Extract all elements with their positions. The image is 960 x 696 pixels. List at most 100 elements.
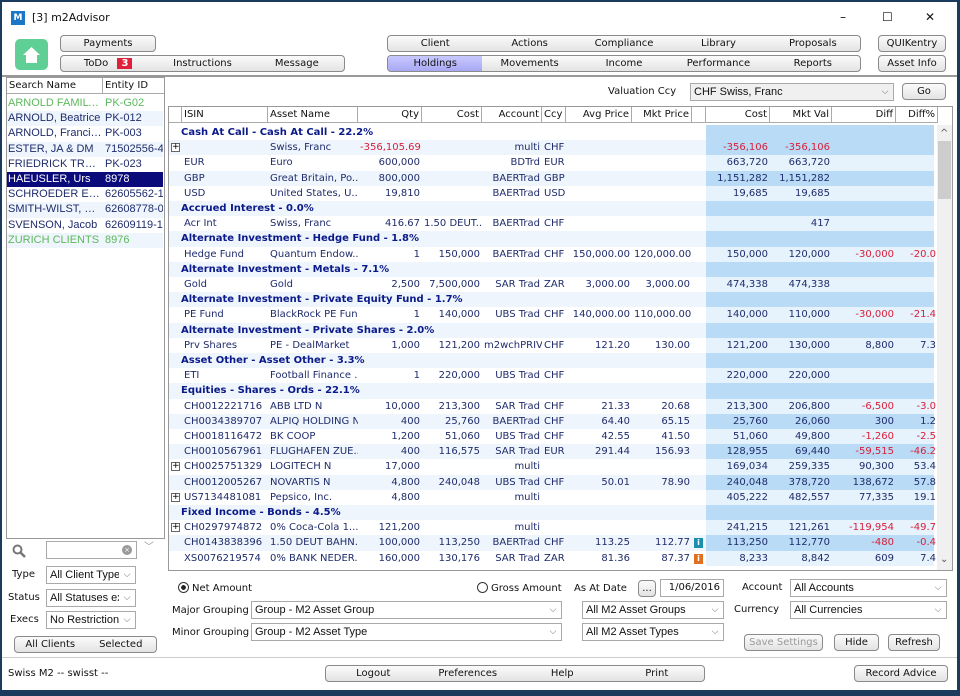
client-row[interactable]: ZURICH CLIENTS 8976 bbox=[7, 232, 163, 248]
asset-groups-select[interactable]: All M2 Asset Groups ⌵ bbox=[582, 601, 724, 619]
table-row[interactable]: Gold Gold 2,500 7,500,000 SAR Trad ZAR 3,000.0… bbox=[169, 277, 934, 293]
account-select[interactable]: All Accounts ⌵ bbox=[790, 579, 947, 597]
tab-client[interactable]: Client bbox=[420, 38, 450, 49]
col-avg-price[interactable]: Avg Price bbox=[566, 107, 632, 123]
col-mkt-price[interactable]: Mkt Price bbox=[632, 107, 692, 123]
all-clients-button[interactable]: All Clients bbox=[25, 639, 76, 650]
group-row[interactable]: Equities - Shares - Ords - 22.1% bbox=[169, 383, 934, 399]
tab-compliance[interactable]: Compliance bbox=[594, 38, 654, 49]
col-search-name[interactable]: Search Name bbox=[7, 78, 103, 94]
logout-button[interactable]: Logout bbox=[356, 668, 391, 679]
table-row[interactable]: + CH0025751329 LOGITECH N 17,000 multi 169,03… bbox=[169, 459, 936, 475]
status-select[interactable]: All Statuses exc⌵ bbox=[46, 589, 136, 607]
col-diff-pct[interactable]: Diff% bbox=[896, 107, 938, 123]
group-row[interactable]: Fixed Income - Bonds - 4.5% bbox=[169, 505, 934, 521]
info-icon[interactable]: i bbox=[694, 538, 703, 549]
table-row[interactable]: CH0012005267 NOVARTIS N 4,800 240,048 UBS Tr… bbox=[169, 474, 936, 490]
group-row[interactable]: Asset Other - Asset Other - 3.3% bbox=[169, 353, 934, 369]
client-row[interactable]: HAEUSLER, Urs 8978 bbox=[7, 172, 163, 188]
search-dropdown-chevron-icon[interactable]: ﹀ bbox=[144, 542, 154, 553]
type-select[interactable]: All Client Types ⌵ bbox=[46, 566, 136, 584]
table-row[interactable]: CH0018116472 BK COOP 1,200 51,060 UBS Trad CH… bbox=[169, 429, 936, 445]
asset-types-select[interactable]: All M2 Asset Types ⌵ bbox=[582, 623, 724, 641]
table-row[interactable]: PE Fund BlackRock PE Fun... 1 140,000 UBS Tr… bbox=[169, 307, 936, 323]
col-ccy[interactable]: Ccy bbox=[542, 107, 566, 123]
preferences-button[interactable]: Preferences bbox=[438, 668, 498, 679]
instructions-tab[interactable]: Instructions bbox=[173, 58, 232, 69]
message-tab[interactable]: Message bbox=[274, 58, 319, 69]
print-button[interactable]: Print bbox=[645, 668, 669, 679]
expand-icon[interactable]: + bbox=[171, 522, 180, 533]
client-search-input[interactable] bbox=[46, 541, 137, 559]
scroll-down-icon[interactable]: ⌄ bbox=[940, 554, 949, 565]
table-row[interactable]: CH0034389707 ALPIQ HOLDING N 400 25,760 BAER… bbox=[169, 413, 936, 429]
maximize-button[interactable]: ☐ bbox=[882, 10, 893, 24]
payments-button[interactable]: Payments bbox=[60, 35, 156, 52]
table-row[interactable]: + Swiss, Franc -356,105.69 multi CHF -356,106… bbox=[169, 140, 934, 156]
refresh-button[interactable]: Refresh bbox=[888, 634, 940, 651]
tab-movements[interactable]: Movements bbox=[500, 58, 559, 69]
go-button[interactable]: Go bbox=[902, 83, 946, 100]
group-row[interactable]: Alternate Investment - Private Equity Fu… bbox=[169, 292, 934, 308]
table-row[interactable]: ETI Football Finance ... 1 220,000 UBS Trad C… bbox=[169, 368, 934, 384]
group-row[interactable]: Alternate Investment - Hedge Fund - 1.8% bbox=[169, 231, 934, 247]
as-at-date-input[interactable]: 1/06/2016 bbox=[660, 579, 724, 597]
table-row[interactable]: Prv Shares PE - DealMarket 1,000 121,200 m2w… bbox=[169, 337, 936, 353]
execs-select[interactable]: No Restriction ⌵ bbox=[46, 611, 136, 629]
table-row[interactable]: Hedge Fund Quantum Endow... 1 150,000 BAERTr… bbox=[169, 246, 936, 262]
currency-select[interactable]: All Currencies ⌵ bbox=[790, 601, 947, 619]
clear-icon[interactable]: × bbox=[122, 545, 132, 555]
group-row[interactable]: Alternate Investment - Private Shares - … bbox=[169, 322, 934, 338]
table-row[interactable]: + CH0297974872 0% Coca-Cola 1... 121,200 mul… bbox=[169, 520, 936, 536]
quikentry-button[interactable]: QUIKentry bbox=[878, 35, 946, 52]
asset-info-button[interactable]: Asset Info bbox=[878, 55, 946, 72]
table-row[interactable]: USD United States, U... 19,810 BAERTrad USD 1… bbox=[169, 185, 934, 201]
client-row[interactable]: SVENSON, Jacob 62609119-1 bbox=[7, 217, 163, 233]
gross-amount-radio[interactable]: Gross Amount bbox=[477, 582, 562, 596]
major-grouping-select[interactable]: Group - M2 Asset Group ⌵ bbox=[251, 601, 562, 619]
valuation-ccy-select[interactable]: CHF Swiss, Franc ⌵ bbox=[690, 83, 894, 101]
col-entity-id[interactable]: Entity ID bbox=[103, 78, 164, 94]
table-row[interactable]: XS0076219574 0% BANK NEDER... 160,000 130,1… bbox=[169, 550, 936, 566]
todo-tab[interactable]: ToDo 3 bbox=[61, 56, 155, 71]
close-button[interactable]: ✕ bbox=[925, 10, 936, 24]
group-row[interactable]: Cash At Call - Cash At Call - 22.2% bbox=[169, 125, 934, 141]
minor-grouping-select[interactable]: Group - M2 Asset Type ⌵ bbox=[251, 623, 562, 641]
table-row[interactable]: GBP Great Britain, Po... 800,000 BAERTrad GB… bbox=[169, 170, 934, 186]
col-isin[interactable]: ISIN bbox=[182, 107, 268, 123]
table-row[interactable]: CH0143838396 1.50 DEUT BAHN... 100,000 113,… bbox=[169, 535, 936, 551]
col-asset-name[interactable]: Asset Name bbox=[268, 107, 358, 123]
expand-icon[interactable]: + bbox=[171, 461, 180, 472]
expand-icon[interactable]: + bbox=[171, 491, 180, 502]
group-row[interactable]: Alternate Investment - Metals - 7.1% bbox=[169, 261, 934, 277]
tab-holdings[interactable]: Holdings bbox=[388, 56, 483, 71]
col-diff[interactable]: Diff bbox=[832, 107, 896, 123]
group-row[interactable]: Accrued Interest - 0.0% bbox=[169, 201, 934, 217]
client-row[interactable]: SCHROEDER EST... 62605562-1 bbox=[7, 187, 163, 203]
client-row[interactable]: SMITH-WILST, Elis... 62608778-0 bbox=[7, 202, 163, 218]
col-mkt-val[interactable]: Mkt Val bbox=[770, 107, 832, 123]
col-flag[interactable] bbox=[692, 107, 706, 123]
client-row[interactable]: FRIEDRICK TRUST PK-023 bbox=[7, 156, 163, 172]
date-picker-button[interactable]: ... bbox=[638, 580, 656, 597]
save-settings-button[interactable]: Save Settings bbox=[744, 634, 823, 651]
table-row[interactable]: CH0012221716 ABB LTD N 10,000 213,300 SAR Tr… bbox=[169, 398, 936, 414]
table-row[interactable]: + US7134481081 Pepsico, Inc. 4,800 multi 405,… bbox=[169, 489, 936, 505]
selected-button[interactable]: Selected bbox=[99, 639, 143, 650]
info-icon[interactable]: i bbox=[694, 553, 703, 564]
client-row[interactable]: ARNOLD FAMILY ... PK-G02 bbox=[7, 96, 163, 112]
table-row[interactable]: CH0010567961 FLUGHAFEN ZUE... 400 116,575 SA… bbox=[169, 444, 936, 460]
col-qty[interactable]: Qty bbox=[358, 107, 422, 123]
tab-proposals[interactable]: Proposals bbox=[789, 38, 837, 49]
tab-actions[interactable]: Actions bbox=[511, 38, 548, 49]
tab-performance[interactable]: Performance bbox=[686, 58, 751, 69]
client-row[interactable]: ESTER, JA & DM 71502556-4 bbox=[7, 141, 163, 157]
net-amount-radio[interactable]: Net Amount bbox=[178, 582, 252, 596]
client-row[interactable]: ARNOLD, Francis W PK-003 bbox=[7, 126, 163, 142]
record-advice-button[interactable]: Record Advice bbox=[854, 665, 948, 682]
col-cost-chf[interactable]: Cost bbox=[706, 107, 770, 123]
client-row[interactable]: ARNOLD, Beatrice PK-012 bbox=[7, 111, 163, 127]
minimize-button[interactable]: – bbox=[840, 10, 846, 24]
table-row[interactable]: Acr Int Swiss, Franc 416.67 1.50 DEUT... BAE… bbox=[169, 216, 934, 232]
col-account[interactable]: Account bbox=[482, 107, 542, 123]
